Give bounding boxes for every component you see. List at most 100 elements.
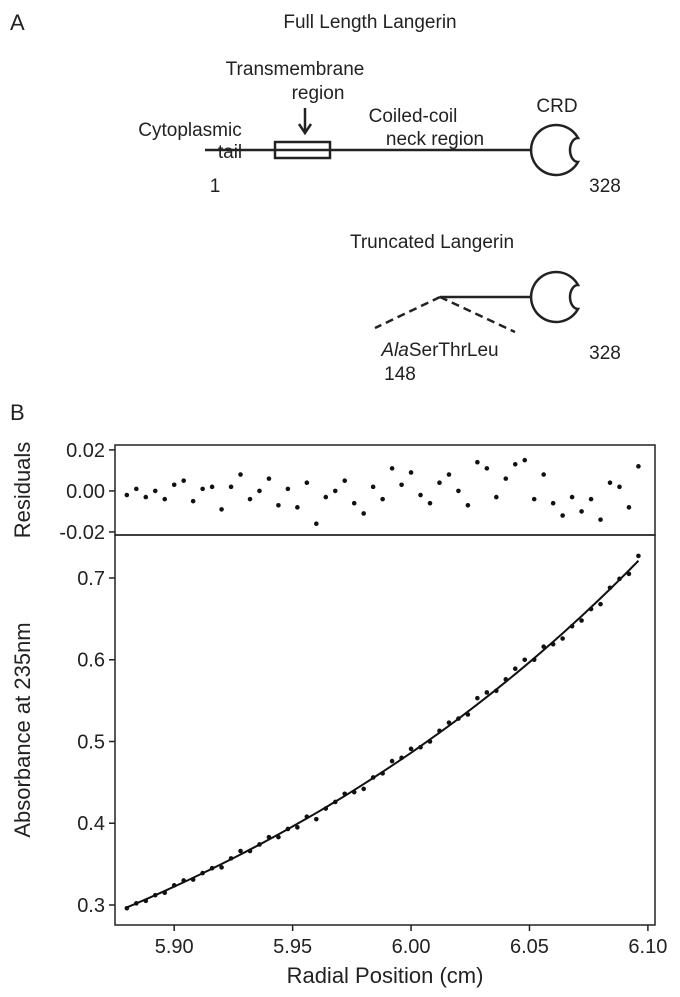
point	[456, 716, 461, 721]
point	[437, 480, 442, 486]
y-tick-label: -0.02	[59, 522, 105, 544]
point	[569, 623, 575, 629]
x-axis-label: Radial Position (cm)	[287, 963, 484, 988]
point	[522, 457, 528, 463]
y-tick-label: 0.02	[66, 440, 105, 462]
point	[636, 553, 641, 559]
point	[607, 480, 613, 486]
point	[181, 878, 186, 883]
point	[418, 492, 423, 498]
point	[162, 890, 168, 896]
point	[503, 476, 509, 481]
point	[209, 484, 215, 490]
x-tick-label: 6.05	[510, 936, 549, 958]
panel-label: B	[10, 400, 25, 425]
label: Coiled-coil	[369, 106, 458, 127]
point	[295, 505, 300, 510]
y-tick-label: 0.00	[66, 481, 105, 503]
point	[257, 842, 262, 847]
label: 328	[589, 343, 621, 364]
fit-line	[126, 560, 640, 909]
label: CRD	[536, 96, 577, 117]
point	[541, 472, 546, 477]
point	[380, 496, 385, 502]
point	[626, 571, 632, 577]
y-tick-label: 0.3	[77, 895, 105, 917]
point	[342, 478, 348, 483]
point	[361, 511, 366, 516]
point	[285, 486, 291, 492]
point	[465, 712, 471, 717]
crd	[529, 270, 581, 324]
point	[323, 806, 329, 811]
point	[484, 690, 490, 695]
point	[228, 484, 234, 490]
point	[389, 758, 395, 764]
point	[579, 509, 584, 514]
point	[266, 476, 272, 481]
point	[171, 883, 177, 888]
point	[276, 834, 281, 840]
point	[238, 848, 243, 854]
x-tick-label: 5.90	[155, 936, 194, 958]
point	[617, 576, 622, 582]
point	[266, 834, 272, 840]
point	[588, 606, 594, 612]
label: Cytoplasmic	[138, 120, 241, 141]
point	[427, 739, 433, 744]
point	[304, 480, 310, 486]
point	[124, 905, 130, 911]
panel-label: A	[10, 10, 25, 35]
y-tick-label: 0.5	[77, 731, 105, 753]
label: neck region	[386, 129, 484, 150]
point	[607, 585, 613, 591]
point	[399, 482, 404, 488]
point	[247, 848, 253, 854]
point	[134, 901, 139, 906]
point	[247, 496, 253, 502]
point	[190, 877, 196, 882]
y-tick-label: 0.4	[77, 813, 105, 835]
point	[494, 494, 499, 500]
point	[285, 826, 291, 832]
point	[598, 601, 603, 607]
point	[219, 865, 224, 870]
point	[636, 464, 641, 469]
point	[124, 492, 130, 498]
label: region	[292, 83, 345, 104]
point	[408, 470, 414, 475]
point	[446, 472, 452, 477]
title: Truncated Langerin	[350, 232, 514, 253]
point	[257, 488, 262, 494]
point	[503, 677, 509, 682]
point	[598, 517, 603, 522]
panel-a: A Full Length Langerin Transmembrane reg…	[10, 10, 621, 385]
y-tick-label: 0.6	[77, 650, 105, 672]
point	[494, 688, 499, 694]
point	[304, 814, 310, 819]
x-tick-label: 6.10	[628, 936, 667, 958]
point	[475, 459, 480, 465]
point	[427, 500, 433, 506]
y-axis-label: Absorbance at 235nm	[10, 622, 35, 837]
point	[134, 486, 139, 492]
label: 148	[384, 364, 416, 385]
point	[531, 657, 537, 663]
point	[190, 498, 196, 504]
title: Full Length Langerin	[283, 12, 456, 33]
point	[579, 618, 584, 623]
point	[162, 496, 168, 502]
label: 328	[589, 176, 621, 197]
point	[389, 466, 395, 471]
point	[541, 644, 546, 649]
point	[512, 666, 518, 672]
point	[152, 488, 158, 494]
point	[465, 502, 471, 508]
dashes	[374, 295, 516, 334]
y-tick-label: 0.7	[77, 568, 105, 590]
point	[152, 892, 158, 898]
label: 1	[210, 176, 221, 197]
x-tick-label: 5.95	[273, 936, 312, 958]
x-tick-label: 6.00	[392, 936, 431, 958]
point	[531, 496, 537, 502]
